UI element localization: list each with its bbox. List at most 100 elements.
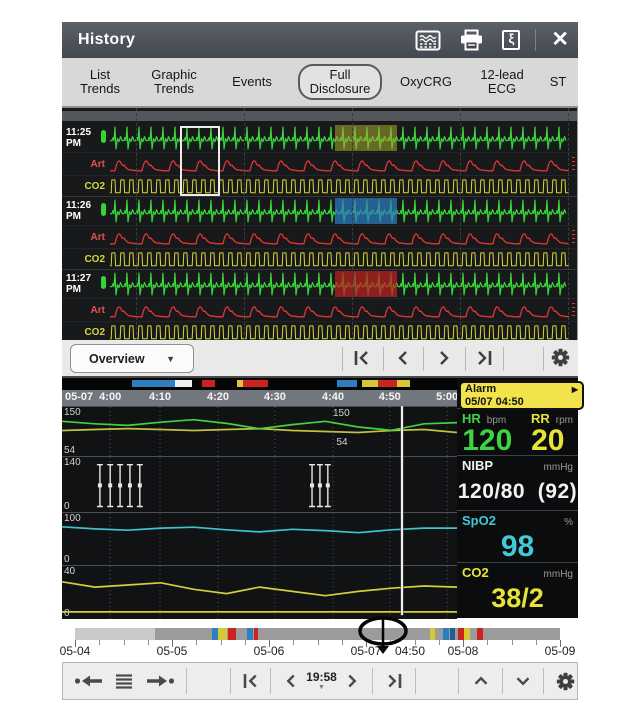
timeline-event-tick (212, 628, 218, 640)
timeline-tick (438, 640, 440, 645)
timestamp-label: 11:25 PM (62, 127, 110, 149)
tab-list-trends[interactable]: List Trends (62, 58, 138, 106)
waveform-group-11-25: 11:25 PM Art CO2 (62, 124, 577, 197)
trend-cursor[interactable] (401, 406, 403, 615)
settings-gear-icon[interactable] (548, 347, 572, 371)
timeline-tick (196, 640, 198, 645)
timeline-tick (172, 640, 173, 647)
waveform-group-11-27: 11:27 PM Art CO2 (62, 270, 577, 343)
event-list-icon[interactable] (112, 671, 136, 691)
art-label: Art (90, 304, 105, 316)
axis-date-label: 05-07 (65, 391, 94, 403)
toolbar-time-label: 19:58 (306, 670, 337, 684)
first-page-button[interactable] (350, 347, 374, 371)
co2-row: CO2 (62, 248, 577, 269)
event-highlight[interactable] (335, 271, 397, 297)
art-row: Art (62, 298, 577, 321)
event-marker (201, 380, 215, 387)
tab-bar: List Trends Graphic Trends Events Full Disclos… (62, 58, 578, 108)
art-row: Art (62, 152, 577, 175)
ecg-row: 11:27 PM (62, 270, 577, 298)
scroll-up-button[interactable] (469, 670, 493, 692)
waveform-scroll-strip[interactable] (62, 111, 577, 121)
timeline-event-tick (254, 628, 258, 640)
timeline-handle[interactable] (353, 615, 413, 659)
event-marker (131, 380, 175, 387)
next-page-button[interactable] (432, 347, 456, 371)
scale-label-secondary: 150 (333, 408, 350, 419)
scale-label-bottom: 0 (64, 554, 70, 565)
ecg-row: 11:25 PM (62, 124, 577, 152)
nibp-unit: mmHg (543, 462, 573, 473)
ecg-lead-marker (101, 276, 106, 289)
jump-to-end-button[interactable] (382, 670, 406, 692)
event-highlight[interactable] (335, 125, 397, 151)
event-marker (378, 380, 397, 387)
scale-label-secondary: 54 (336, 437, 348, 449)
previous-event-button[interactable] (72, 671, 106, 691)
jump-to-start-button[interactable] (239, 670, 263, 692)
waveform-gridline (244, 108, 245, 340)
timeline-bar[interactable] (75, 628, 560, 640)
scroll-down-button[interactable] (511, 670, 535, 692)
record-icon[interactable]: ξ (502, 28, 521, 52)
axis-tick-label: 5:00 (436, 391, 459, 403)
co2-value: 38/2 (491, 583, 544, 613)
overview-dropdown[interactable]: Overview ▼ (70, 344, 194, 373)
waveform-gridline (460, 108, 461, 340)
next-event-button[interactable] (143, 671, 177, 691)
timeline-tick (560, 640, 561, 647)
event-marker (361, 380, 378, 387)
ecg-row: 11:26 PM (62, 197, 577, 225)
previous-page-button[interactable] (391, 347, 415, 371)
step-back-button[interactable] (279, 670, 303, 692)
scale-label-top: 100 (64, 513, 81, 524)
trend-channel-nibp: 140 0 (62, 456, 457, 512)
alarm-box[interactable]: Alarm ▶ 05/07 04:50 (459, 381, 584, 410)
axis-tick-label: 4:10 (148, 391, 172, 403)
waveform-gridline (136, 108, 137, 340)
print-icon[interactable] (459, 28, 484, 52)
hr-unit: bpm (486, 415, 507, 426)
timeline-tick (414, 640, 416, 645)
chevron-down-icon: ▼ (166, 353, 175, 364)
settings-gear-icon[interactable] (554, 670, 577, 693)
tab-label: Full Disclosure (297, 63, 383, 101)
full-disclosure-panel: 11:25 PM Art CO2 11:26 PM Art CO2 11:27 PM Art CO2 (62, 108, 578, 343)
tab-oxycrg[interactable]: OxyCRG (386, 58, 466, 106)
time-select-dropdown[interactable]: 19:58 ▼ (304, 669, 339, 693)
tab-full-disclosure[interactable]: Full Disclosure (294, 58, 386, 106)
timeline-event-tick (464, 628, 470, 640)
hr-value: 120 (462, 424, 513, 457)
waveform-review-icon[interactable] (415, 28, 441, 52)
timeline-tick (269, 640, 270, 647)
toolbar-divider (543, 668, 544, 694)
scale-label-top: 140 (64, 457, 81, 468)
spo2-value: 98 (500, 530, 535, 563)
timeline-day-label: 05-07 (350, 644, 382, 658)
tab-st[interactable]: ST (538, 58, 578, 106)
timeline-tick (293, 640, 295, 645)
history-window: History ξ ✕ List Tren (60, 22, 584, 700)
spo2-section: SpO2 % 98 (457, 510, 578, 563)
close-icon[interactable]: ✕ (551, 28, 569, 51)
art-scale-ticks (572, 157, 575, 170)
timeline-event-tick (450, 628, 455, 640)
tab-label: OxyCRG (400, 73, 452, 89)
tab-events[interactable]: Events (210, 58, 294, 106)
tab-label: List Trends (80, 66, 120, 96)
co2-label: CO2 (84, 326, 105, 338)
overview-bar: Overview ▼ (62, 340, 578, 378)
timestamp-label: 11:26 PM (62, 200, 110, 222)
tab-12-lead-ecg[interactable]: 12-lead ECG (466, 58, 538, 106)
step-forward-button[interactable] (340, 670, 364, 692)
event-marker (242, 380, 268, 387)
nav-divider (503, 347, 504, 371)
event-highlight[interactable] (335, 198, 397, 224)
scale-label-bottom: 54 (64, 445, 76, 456)
waveform-selection-box[interactable] (180, 126, 220, 196)
timeline-event-tick (458, 628, 464, 640)
last-page-button[interactable] (472, 347, 496, 371)
co2-label: CO2 (462, 565, 489, 580)
tab-graphic-trends[interactable]: Graphic Trends (138, 58, 210, 106)
